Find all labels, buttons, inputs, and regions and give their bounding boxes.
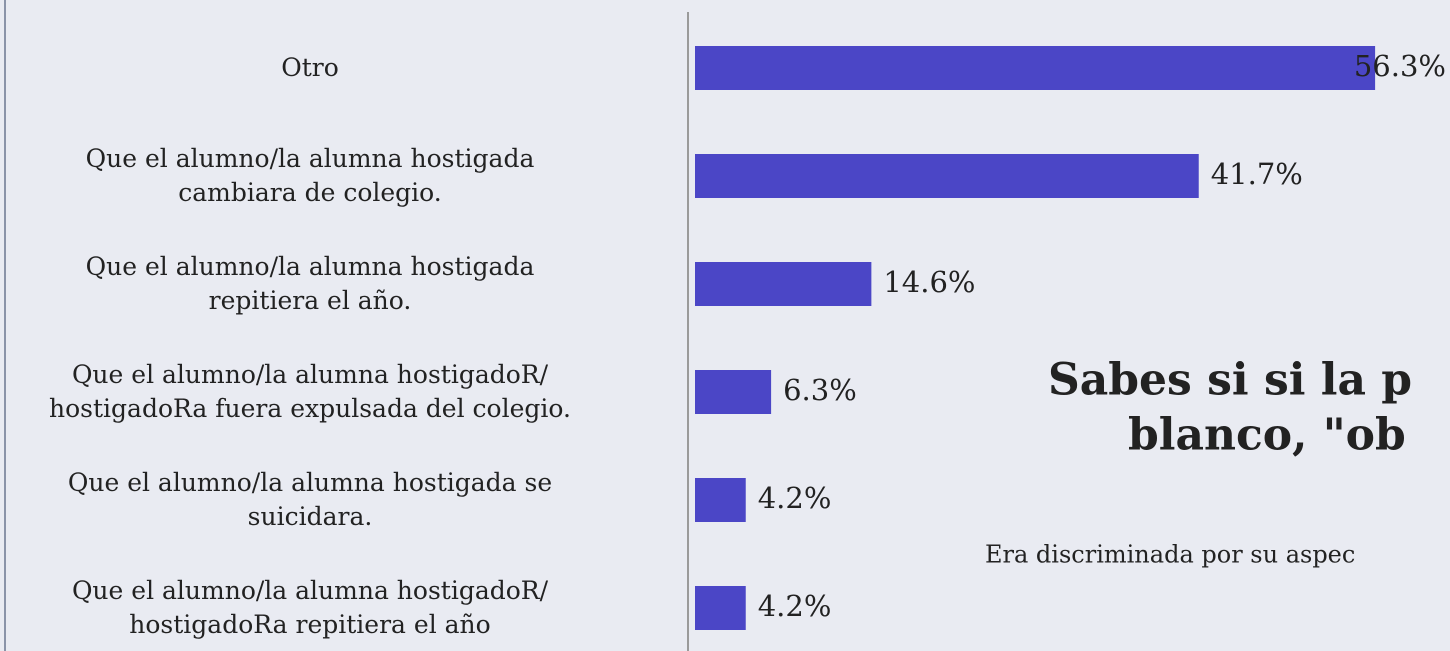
- category-label: Otro: [281, 53, 339, 82]
- bar: [695, 586, 746, 630]
- value-label: 4.2%: [758, 481, 832, 515]
- value-label: 14.6%: [883, 265, 975, 299]
- category-label: Que el alumno/la alumna hostigada se sui…: [67, 468, 553, 531]
- bar: [695, 478, 746, 522]
- annotation: Era discriminada por su aspec: [985, 541, 1355, 569]
- value-label: 4.2%: [758, 589, 832, 623]
- category-label: Que el alumno/la alumna hostigada repiti…: [85, 252, 535, 315]
- value-label: 6.3%: [783, 373, 857, 407]
- annotation: Sabes si si la p: [1048, 355, 1412, 406]
- value-label: 56.3%: [1354, 49, 1446, 83]
- bar: [695, 262, 872, 306]
- bar: [695, 370, 772, 414]
- category-label: Que el alumno/la alumna hostigadoR/ host…: [49, 360, 571, 423]
- annotation: blanco, "ob: [1128, 410, 1406, 461]
- bar: [695, 154, 1199, 198]
- category-label: Que el alumno/la alumna hostigadoR/ host…: [71, 576, 549, 639]
- category-label: Que el alumno/la alumna hostigada cambia…: [85, 144, 535, 207]
- value-label: 41.7%: [1211, 157, 1303, 191]
- bar: [695, 46, 1376, 90]
